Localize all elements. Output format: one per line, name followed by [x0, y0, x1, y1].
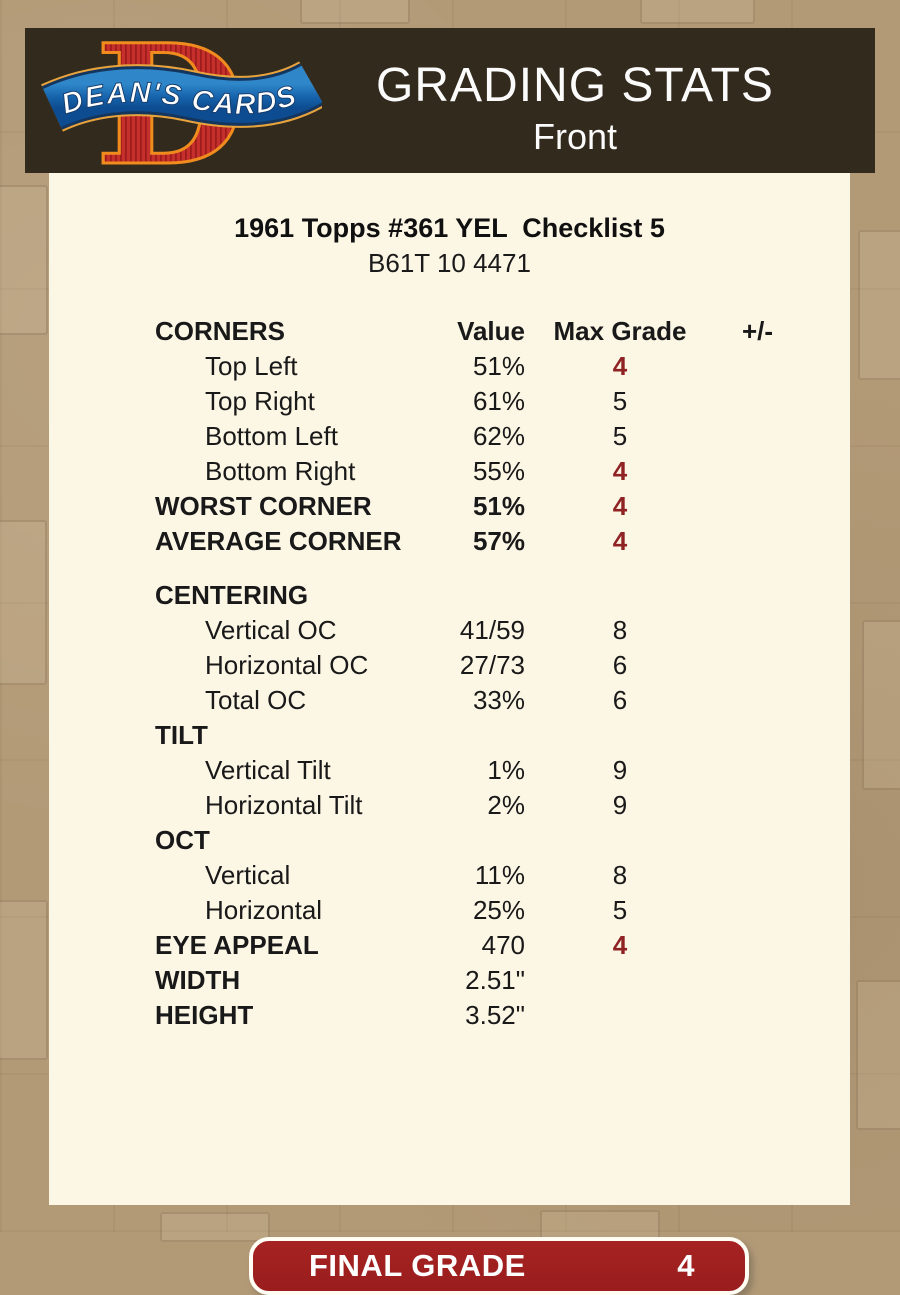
- row-max-grade: 5: [612, 386, 628, 416]
- row-value: 51%: [472, 491, 525, 521]
- row-label: Horizontal Tilt: [205, 790, 363, 820]
- table-row: Vertical Tilt 1% 9: [155, 753, 805, 788]
- column-header-value: Value: [457, 316, 525, 346]
- row-value: 41/59: [459, 615, 525, 645]
- row-label: Horizontal OC: [205, 650, 369, 680]
- table-row: HEIGHT 3.52": [155, 998, 805, 1033]
- table-row: TILT: [155, 718, 805, 753]
- deans-cards-logo[interactable]: D DEAN'S CARDS: [40, 30, 322, 174]
- final-grade-value: 4: [677, 1248, 695, 1283]
- row-max-grade: 8: [612, 615, 628, 645]
- table-header-row: CORNERS Value Max Grade +/-: [155, 314, 805, 349]
- row-value: 62%: [472, 421, 525, 451]
- row-max-grade: 4: [612, 491, 628, 521]
- table-row: OCT: [155, 823, 805, 858]
- grading-report-panel: 1961 Topps #361 YEL Checklist 5 B61T 10 …: [49, 173, 850, 1295]
- row-label: Bottom Left: [205, 421, 338, 451]
- table-row: Top Left 51% 4: [155, 349, 805, 384]
- column-header-plus-minus: +/-: [741, 316, 774, 346]
- table-row: EYE APPEAL 470 4: [155, 928, 805, 963]
- row-label: WORST CORNER: [155, 491, 372, 521]
- row-max-grade: 4: [612, 456, 628, 486]
- background-card-texture: [640, 0, 755, 24]
- row-max-grade: 6: [612, 650, 628, 680]
- table-row: Horizontal 25% 5: [155, 893, 805, 928]
- row-label: AVERAGE CORNER: [155, 526, 402, 556]
- row-value: 3.52": [465, 1000, 525, 1030]
- table-row: Total OC 33% 6: [155, 683, 805, 718]
- row-value: 1%: [487, 755, 525, 785]
- row-max-grade: 9: [612, 755, 628, 785]
- row-value: 27/73: [459, 650, 525, 680]
- row-max-grade: 4: [612, 526, 628, 556]
- table-row: Vertical 11% 8: [155, 858, 805, 893]
- row-label: Top Right: [205, 386, 315, 416]
- final-grade-button[interactable]: FINAL GRADE 4: [249, 1237, 749, 1295]
- row-max-grade: 6: [612, 685, 628, 715]
- row-label: EYE APPEAL: [155, 930, 319, 960]
- page-title: GRADING STATS: [376, 59, 774, 112]
- background-card-texture: [0, 520, 47, 685]
- background-card-texture: [862, 620, 900, 790]
- row-label: TILT: [155, 720, 208, 750]
- table-row: AVERAGE CORNER 57% 4: [155, 524, 805, 559]
- table-row: WORST CORNER 51% 4: [155, 489, 805, 524]
- card-serial-code: B61T 10 4471: [368, 248, 531, 278]
- card-title: 1961 Topps #361 YEL Checklist 5: [234, 213, 665, 243]
- row-value: 25%: [472, 895, 525, 925]
- table-row: Top Right 61% 5: [155, 384, 805, 419]
- row-label: Top Left: [205, 351, 298, 381]
- background-card-texture: [160, 1212, 270, 1242]
- table-row: Bottom Left 62% 5: [155, 419, 805, 454]
- row-max-grade: 8: [612, 860, 628, 890]
- row-value: 57%: [472, 526, 525, 556]
- stats-table-rows: Top Left 51% 4 Top Right 61% 5 Bottom Left 62% 5…: [155, 349, 805, 1033]
- header-bar: GRADING STATS Front: [25, 28, 875, 173]
- row-value: 2.51": [465, 965, 525, 995]
- row-label: Total OC: [205, 685, 307, 715]
- row-max-grade: 4: [612, 930, 628, 960]
- background-card-texture: [0, 185, 48, 335]
- row-value: 11%: [474, 860, 525, 890]
- table-row: WIDTH 2.51": [155, 963, 805, 998]
- header-titles: GRADING STATS Front: [300, 58, 850, 160]
- row-max-grade: 4: [612, 351, 628, 381]
- row-label: WIDTH: [155, 965, 241, 995]
- row-label: Bottom Right: [205, 456, 356, 486]
- row-value: 33%: [472, 685, 525, 715]
- row-label: Vertical: [205, 860, 291, 890]
- stats-table: CORNERS Value Max Grade +/- Top Left 51% 4…: [155, 314, 805, 1033]
- row-value: 2%: [487, 790, 525, 820]
- row-label: Vertical OC: [205, 615, 337, 645]
- column-header-corners: CORNERS: [155, 316, 286, 346]
- row-value: 51%: [472, 351, 525, 381]
- table-row: Bottom Right 55% 4: [155, 454, 805, 489]
- column-header-max-grade: Max Grade: [553, 316, 687, 346]
- row-label: HEIGHT: [155, 1000, 254, 1030]
- row-value: 55%: [472, 456, 525, 486]
- row-value: 61%: [472, 386, 525, 416]
- table-row: CENTERING: [155, 578, 805, 613]
- background-card-texture: [0, 900, 48, 1060]
- background-card-texture: [300, 0, 410, 24]
- row-max-grade: 5: [612, 421, 628, 451]
- table-row: Horizontal Tilt 2% 9: [155, 788, 805, 823]
- row-label: Vertical Tilt: [205, 755, 331, 785]
- row-max-grade: 5: [612, 895, 628, 925]
- background-card-texture: [858, 230, 900, 380]
- table-row: Horizontal OC 27/73 6: [155, 648, 805, 683]
- background-card-texture: [856, 980, 900, 1130]
- row-value: 470: [481, 930, 525, 960]
- final-grade-label: FINAL GRADE: [309, 1248, 526, 1283]
- row-label: OCT: [155, 825, 210, 855]
- page-subtitle: Front: [532, 116, 618, 157]
- row-max-grade: 9: [612, 790, 628, 820]
- row-label: Horizontal: [205, 895, 323, 925]
- table-row: Vertical OC 41/59 8: [155, 613, 805, 648]
- row-label: CENTERING: [155, 580, 309, 610]
